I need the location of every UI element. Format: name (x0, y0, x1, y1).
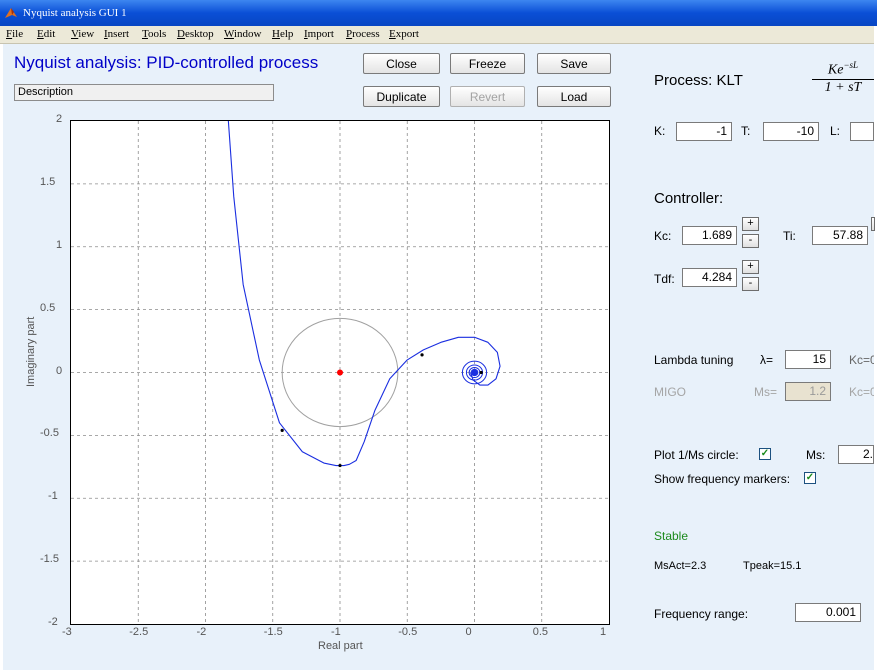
migo-ms-input[interactable]: 1.2 (785, 382, 831, 401)
ms-label: Ms: (806, 448, 826, 462)
duplicate-button[interactable]: Duplicate (363, 86, 440, 107)
x-tick-label: -1.5 (263, 626, 283, 638)
t-input[interactable]: -10 (763, 122, 819, 141)
msact-readout: MsAct=2.3 (654, 560, 707, 572)
lambda-input[interactable]: 15 (785, 350, 831, 369)
y-axis-label: Imaginary part (25, 316, 37, 387)
nyquist-plot (71, 120, 609, 624)
tdf-plus-button[interactable]: + (742, 260, 759, 274)
frequency-marker (420, 353, 424, 357)
formula-denominator: 1 + sT (824, 79, 862, 95)
formula-exponent: −sL (843, 60, 859, 70)
ti-label: Ti: (783, 229, 796, 243)
frequency-range-input[interactable]: 0.001 (795, 603, 861, 622)
ti-spinner[interactable] (871, 217, 875, 231)
y-tick-label: 1.5 (40, 175, 56, 188)
nyquist-spiral (470, 368, 479, 377)
x-tick-label: -3 (62, 626, 72, 638)
plot-ms-circle-checkbox[interactable]: ✓ (759, 448, 771, 460)
kc-plus-button[interactable]: + (742, 217, 759, 231)
window-title: Nyquist analysis GUI 1 (23, 7, 127, 19)
kc-label: Kc: (654, 229, 672, 243)
x-tick-label: -2.5 (129, 626, 149, 638)
x-tick-label: -0.5 (398, 626, 418, 638)
lambda-tuning-label: Lambda tuning (654, 353, 734, 367)
page-title: Nyquist analysis: PID-controlled process (14, 53, 319, 72)
y-tick-label: 2 (56, 113, 63, 125)
stability-status: Stable (654, 529, 689, 543)
close-button[interactable]: Close (363, 53, 440, 74)
menu-file[interactable]: File (6, 28, 24, 40)
controller-label: Controller: (654, 190, 724, 207)
title-bar: Nyquist analysis GUI 1 (0, 0, 877, 26)
save-button[interactable]: Save (537, 53, 611, 74)
migo-kc-readout: Kc=0 (849, 385, 874, 399)
description-field[interactable]: Description (14, 84, 274, 101)
process-formula: Ke−sL 1 + sT (812, 60, 874, 96)
k-input[interactable]: -1 (676, 122, 732, 141)
ms-input[interactable]: 2. (838, 445, 874, 464)
ms-circle (281, 317, 399, 428)
load-button[interactable]: Load (537, 86, 611, 107)
menu-help[interactable]: Help (272, 28, 294, 40)
frequency-markers-checkbox[interactable]: ✓ (804, 472, 816, 484)
frequency-marker (338, 463, 342, 468)
lambda-kc-readout: Kc=0 (849, 353, 874, 367)
migo-ms-symbol: Ms= (754, 385, 778, 399)
migo-label: MIGO (654, 385, 686, 399)
menu-bar: File Edit View Insert Tools Desktop Wind… (0, 26, 877, 44)
x-tick-label: -2 (196, 626, 207, 638)
y-tick-label: -0.5 (40, 427, 59, 440)
x-tick-label: 1 (600, 626, 607, 638)
l-label: L: (830, 124, 841, 138)
x-tick-label: -1 (331, 626, 341, 638)
l-input[interactable] (850, 122, 874, 141)
menu-tools[interactable]: Tools (142, 28, 167, 40)
menu-view[interactable]: View (71, 28, 95, 40)
nyquist-spiral (461, 360, 488, 385)
matlab-icon (5, 8, 17, 18)
menu-import[interactable]: Import (304, 28, 334, 40)
window-edge (874, 26, 877, 670)
frequency-range-label: Frequency range: (654, 607, 749, 621)
menu-edit[interactable]: Edit (37, 28, 56, 40)
menu-export[interactable]: Export (389, 28, 419, 40)
t-label: T: (741, 124, 751, 138)
ti-input[interactable]: 57.88 (812, 226, 868, 245)
process-label: Process: KLT (654, 72, 743, 89)
x-tick-label: 0.5 (532, 626, 549, 638)
formula-numerator: Ke (827, 62, 844, 78)
frequency-markers-label: Show frequency markers: (654, 472, 791, 486)
y-tick-label: -2 (48, 616, 58, 628)
plot-ms-circle-label: Plot 1/Ms circle: (654, 448, 739, 462)
nyquist-curve (227, 120, 501, 467)
y-tick-label: -1.5 (40, 553, 59, 566)
y-tick-label: 0.5 (40, 301, 56, 314)
x-tick-label: 0 (465, 626, 472, 638)
nyquist-axes (70, 120, 610, 625)
menu-process[interactable]: Process (346, 28, 380, 40)
critical-point (337, 369, 343, 376)
frequency-marker (479, 370, 483, 375)
kc-input[interactable]: 1.689 (682, 226, 737, 245)
tdf-label: Tdf: (654, 272, 675, 286)
lambda-symbol: λ= (760, 353, 774, 367)
kc-minus-button[interactable]: - (742, 234, 759, 248)
y-tick-label: 0 (56, 364, 63, 377)
origin-marker (471, 369, 478, 376)
tpeak-readout: Tpeak=15.1 (743, 560, 802, 572)
y-tick-label: -1 (48, 490, 58, 503)
tdf-input[interactable]: 4.284 (682, 268, 737, 287)
revert-button[interactable]: Revert (450, 86, 525, 107)
tdf-minus-button[interactable]: - (742, 277, 759, 291)
menu-insert[interactable]: Insert (104, 28, 130, 40)
x-axis-label: Real part (318, 640, 363, 652)
y-tick-label: 1 (56, 238, 63, 251)
freeze-button[interactable]: Freeze (450, 53, 525, 74)
menu-desktop[interactable]: Desktop (177, 28, 214, 40)
menu-window[interactable]: Window (224, 28, 262, 40)
frequency-marker (280, 428, 284, 432)
k-label: K: (654, 124, 666, 138)
